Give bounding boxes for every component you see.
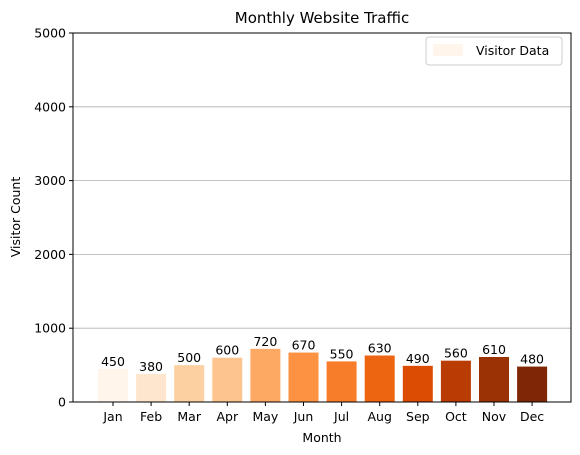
y-tick-label-3: 3000 xyxy=(34,173,66,188)
x-tick-label-jul: Jul xyxy=(333,409,349,424)
x-tick-label-jun: Jun xyxy=(293,409,314,424)
bars xyxy=(98,349,547,402)
y-tick-label-0: 0 xyxy=(58,395,66,410)
bar-aug xyxy=(365,356,395,402)
bar-dec xyxy=(517,367,547,402)
data-label-jun: 670 xyxy=(292,338,316,353)
x-tick-label-oct: Oct xyxy=(445,409,467,424)
data-label-jul: 550 xyxy=(330,346,354,361)
x-tick-label-may: May xyxy=(252,409,278,424)
y-tick-label-4: 4000 xyxy=(34,99,66,114)
data-label-nov: 610 xyxy=(482,342,506,357)
bar-mar xyxy=(174,365,204,402)
y-axis-label: Visitor Count xyxy=(8,177,23,258)
bar-may xyxy=(250,349,280,402)
y-tick-label-1: 1000 xyxy=(34,321,66,336)
data-label-jan: 450 xyxy=(101,354,125,369)
data-label-feb: 380 xyxy=(139,359,163,374)
bar-apr xyxy=(212,358,242,402)
legend-label: Visitor Data xyxy=(476,43,549,58)
bar-oct xyxy=(441,361,471,402)
legend: Visitor Data xyxy=(426,37,562,65)
y-tick-label-2: 2000 xyxy=(34,247,66,262)
data-label-aug: 630 xyxy=(368,341,392,356)
chart-title: Monthly Website Traffic xyxy=(235,9,409,27)
x-tick-label-nov: Nov xyxy=(482,409,507,424)
x-tick-label-jan: Jan xyxy=(102,409,122,424)
data-label-may: 720 xyxy=(253,334,277,349)
x-tick-label-sep: Sep xyxy=(406,409,430,424)
data-label-dec: 480 xyxy=(520,352,544,367)
data-labels: 450 380 500 600 720 670 550 630 490 560 610 480 xyxy=(101,334,544,374)
data-label-apr: 600 xyxy=(215,343,239,358)
x-axis-label: Month xyxy=(302,430,341,445)
bar-jun xyxy=(289,353,319,402)
data-label-oct: 560 xyxy=(444,346,468,361)
bar-jan xyxy=(98,369,128,402)
bar-nov xyxy=(479,357,509,402)
bar-jul xyxy=(327,361,357,402)
x-tick-label-dec: Dec xyxy=(520,409,544,424)
data-label-sep: 490 xyxy=(406,351,430,366)
x-tick-label-aug: Aug xyxy=(367,409,391,424)
legend-swatch xyxy=(433,44,463,56)
data-label-mar: 500 xyxy=(177,350,201,365)
bar-feb xyxy=(136,374,166,402)
gridlines xyxy=(73,33,571,328)
x-tick-label-mar: Mar xyxy=(177,409,201,424)
x-tick-label-feb: Feb xyxy=(140,409,162,424)
y-tick-label-5: 5000 xyxy=(34,26,66,41)
bar-sep xyxy=(403,366,433,402)
x-tick-label-apr: Apr xyxy=(216,409,238,424)
